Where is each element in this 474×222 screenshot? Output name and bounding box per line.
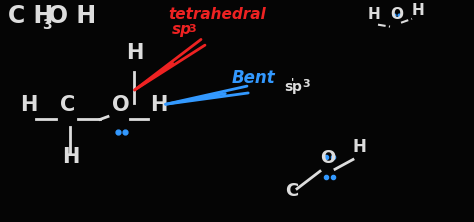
Text: O: O bbox=[112, 95, 129, 115]
Text: H: H bbox=[353, 138, 367, 156]
Text: ': ' bbox=[291, 77, 294, 87]
Text: H: H bbox=[368, 7, 381, 22]
Text: tetrahedral: tetrahedral bbox=[168, 7, 266, 22]
Text: O H: O H bbox=[48, 4, 96, 28]
Text: C: C bbox=[60, 95, 75, 115]
Text: sp: sp bbox=[172, 22, 192, 38]
Text: O: O bbox=[390, 7, 403, 22]
Text: 3: 3 bbox=[302, 79, 310, 89]
Text: H: H bbox=[62, 147, 79, 167]
Text: s: s bbox=[284, 80, 292, 94]
Text: H: H bbox=[150, 95, 167, 115]
Text: 3: 3 bbox=[188, 24, 196, 34]
Text: H: H bbox=[412, 3, 425, 18]
Text: Bent: Bent bbox=[232, 69, 276, 87]
Text: C H: C H bbox=[8, 4, 53, 28]
Text: O: O bbox=[320, 149, 335, 167]
Text: H: H bbox=[126, 43, 143, 63]
Text: p: p bbox=[292, 80, 302, 94]
Text: C: C bbox=[285, 182, 298, 200]
Text: H: H bbox=[20, 95, 37, 115]
Text: 3: 3 bbox=[42, 18, 52, 32]
